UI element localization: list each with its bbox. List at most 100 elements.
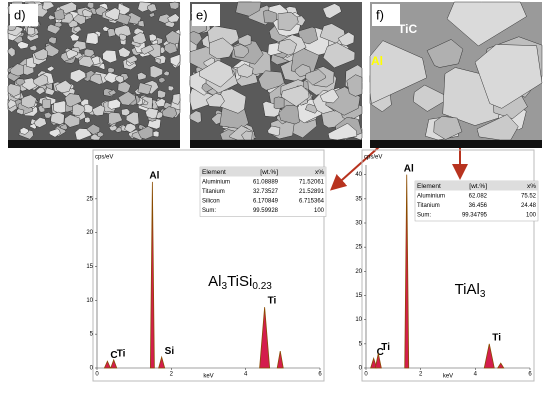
table-cell: Silicon [202, 198, 220, 204]
grain [107, 28, 116, 37]
y-tick-label: 15 [355, 293, 362, 299]
x-tick-label: 4 [244, 372, 248, 378]
peak [149, 181, 155, 369]
grain [273, 96, 285, 110]
grain [149, 65, 163, 79]
peak [276, 351, 284, 369]
panel-label: d) [14, 7, 26, 22]
y-tick-label: 5 [359, 341, 363, 347]
grain [118, 46, 131, 58]
grain [35, 87, 46, 95]
x-axis-label: keV [203, 374, 213, 380]
grain [426, 39, 464, 68]
grain [42, 1, 55, 11]
grain [82, 8, 93, 18]
grain [132, 32, 147, 45]
x-tick-label: 6 [528, 372, 532, 378]
grain [145, 107, 159, 119]
grain [172, 93, 181, 105]
peak [110, 358, 118, 369]
peak-label: Si [165, 346, 175, 357]
y-tick-label: 25 [86, 196, 93, 202]
grain [117, 91, 136, 106]
peak [497, 362, 505, 369]
grain [277, 12, 299, 32]
grain [41, 98, 52, 109]
label-box [10, 4, 38, 26]
table-cell: 62.082 [469, 193, 488, 199]
table-cell: Aluminium [417, 193, 445, 199]
peak-label: Ti [268, 296, 277, 307]
grain [152, 130, 160, 138]
y-tick-label: 0 [90, 366, 94, 372]
grain [322, 3, 342, 19]
grain [157, 89, 167, 99]
grain [7, 46, 16, 58]
y-tick-label: 30 [355, 221, 362, 227]
grain [168, 1, 180, 10]
scale-bar-strip [8, 140, 180, 148]
y-tick-label: 0 [359, 366, 363, 372]
table-cell: Sum: [202, 208, 216, 214]
grain [127, 12, 142, 25]
grain [369, 40, 427, 104]
grain [15, 78, 26, 86]
grain [33, 117, 47, 128]
grain [146, 3, 158, 13]
grain [85, 32, 99, 45]
grain [258, 70, 286, 91]
grain [155, 98, 166, 107]
grain [267, 125, 281, 137]
grain [319, 88, 340, 104]
grain [189, 88, 213, 111]
grain [137, 82, 152, 95]
y-tick-label: 25 [355, 245, 362, 251]
grain [433, 116, 463, 140]
x-tick-label: 0 [95, 372, 99, 378]
scale-bar-strip [370, 140, 542, 148]
peak-label: C [110, 350, 117, 361]
peak [404, 174, 410, 369]
peak [483, 343, 495, 369]
grain [154, 58, 161, 64]
grain [140, 44, 154, 55]
formula-part: TiSi [227, 273, 252, 290]
unit-label: cps/eV [364, 155, 382, 161]
grain [158, 77, 166, 84]
table-cell: Sum: [417, 212, 431, 218]
grain [86, 123, 101, 135]
grain [233, 44, 249, 58]
micrograph: f) [369, 1, 543, 148]
x-tick-label: 6 [318, 372, 322, 378]
spectrum-frame [92, 149, 325, 382]
x-tick-label: 2 [419, 372, 423, 378]
grain [29, 45, 38, 52]
y-tick-label: 5 [90, 332, 94, 338]
x-axis-label: keV [443, 374, 453, 380]
grain [137, 72, 147, 81]
grain [55, 80, 72, 94]
table-cell: 6.170849 [253, 198, 279, 204]
grain [86, 2, 95, 9]
panel-label: e) [196, 7, 208, 22]
grain [89, 73, 103, 85]
table-cell: [wt.%] [260, 169, 278, 176]
table-cell: Element [202, 169, 226, 176]
annotation: TiC [398, 22, 417, 36]
grain [53, 9, 65, 21]
table-cell: Element [417, 183, 441, 190]
table-cell: 100 [314, 208, 325, 214]
table-cell: 100 [526, 212, 537, 218]
grain [337, 31, 355, 46]
table-cell: 71.52061 [299, 179, 325, 185]
grain [148, 12, 156, 18]
x-tick-label: 2 [170, 372, 174, 378]
grain [64, 114, 81, 128]
grain [163, 70, 170, 76]
grain [235, 1, 262, 17]
grain [148, 33, 157, 42]
peak [158, 355, 166, 369]
peak [374, 353, 382, 369]
